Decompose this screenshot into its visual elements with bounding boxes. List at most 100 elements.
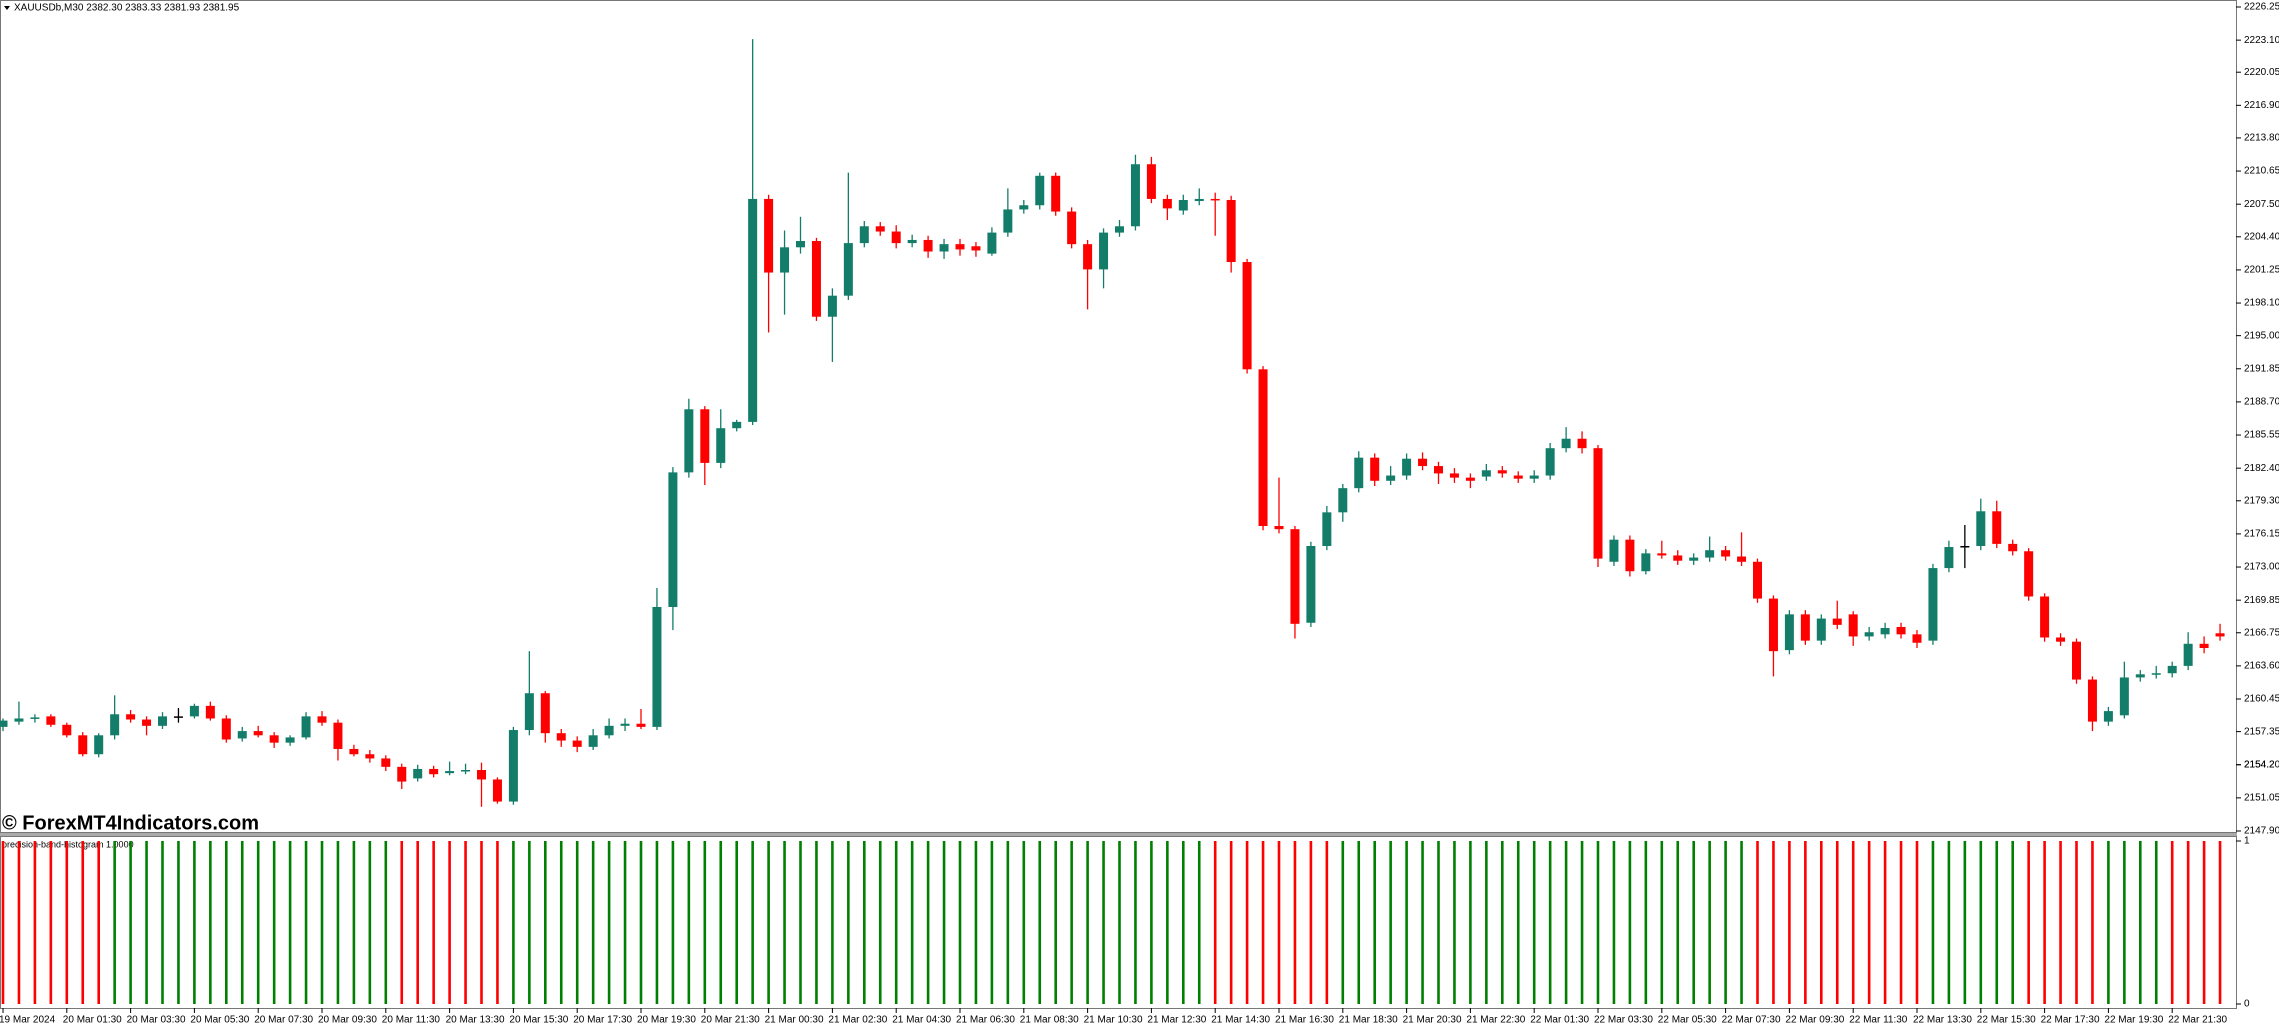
- y-tick-label: 2188.70: [2244, 397, 2279, 408]
- y-tick-label: 2204.40: [2244, 231, 2279, 242]
- y-tick-label: 2151.05: [2244, 793, 2279, 804]
- candle-body: [1162, 198, 1172, 209]
- candle-body: [1497, 470, 1507, 474]
- y-tick-label: 2182.40: [2244, 463, 2279, 474]
- candle-body: [2167, 665, 2177, 674]
- watermark: © ForexMT4Indicators.com: [2, 812, 259, 834]
- y-tick-label: 2191.85: [2244, 363, 2279, 374]
- x-tick-label: 21 Mar 04:30: [892, 1015, 951, 1026]
- price-pane-frame: [0, 0, 2237, 833]
- candle-body: [317, 716, 327, 723]
- candle-body: [269, 735, 279, 743]
- x-tick-label: 22 Mar 17:30: [2041, 1015, 2100, 1026]
- candle-body: [1099, 232, 1109, 270]
- candle-body: [1067, 211, 1077, 245]
- candle-body: [1768, 598, 1778, 652]
- candle-body: [1258, 369, 1268, 527]
- x-tick-label: 22 Mar 07:30: [1722, 1015, 1781, 1026]
- candle-body: [1944, 547, 1954, 569]
- x-tick-label: 20 Mar 17:30: [573, 1015, 632, 1026]
- candle-body: [1800, 614, 1810, 641]
- x-tick-label: 20 Mar 03:30: [127, 1015, 186, 1026]
- candle-body: [2151, 673, 2161, 675]
- candle-body: [492, 779, 502, 802]
- candle-body: [413, 768, 423, 779]
- symbol-menu-arrow[interactable]: [4, 6, 10, 10]
- candle-body: [1737, 556, 1747, 562]
- candle-body: [891, 231, 901, 244]
- candle-body: [2119, 677, 2129, 716]
- candle-body: [1338, 488, 1348, 513]
- candle-body: [1322, 512, 1332, 546]
- x-tick-label: 20 Mar 07:30: [254, 1015, 313, 1026]
- candle-body: [1290, 529, 1300, 624]
- x-tick-label: 20 Mar 09:30: [318, 1015, 377, 1026]
- candle-body: [1178, 199, 1188, 211]
- candle-body: [668, 472, 678, 607]
- x-tick-label: 20 Mar 01:30: [63, 1015, 122, 1026]
- y-tick-label: 0: [2244, 999, 2250, 1010]
- candle-body: [1434, 466, 1443, 474]
- candle-body: [126, 714, 136, 720]
- candle-body: [1449, 473, 1459, 478]
- candle-body: [1561, 438, 1571, 449]
- y-tick-label: 2195.00: [2244, 330, 2279, 341]
- x-tick-label: 19 Mar 2024: [0, 1015, 56, 1026]
- candle-body: [173, 716, 183, 718]
- candle-body: [2135, 674, 2145, 678]
- x-tick-label: 22 Mar 13:30: [1913, 1015, 1972, 1026]
- x-tick-label: 22 Mar 11:30: [1849, 1015, 1908, 1026]
- y-tick-label: 2201.25: [2244, 265, 2279, 276]
- candle-body: [1035, 175, 1045, 206]
- x-tick-label: 21 Mar 22:30: [1466, 1015, 1525, 1026]
- candle-body: [301, 716, 311, 738]
- y-tick-label: 2166.75: [2244, 627, 2279, 638]
- y-tick-label: 2176.15: [2244, 529, 2279, 540]
- candle-body: [1880, 628, 1890, 635]
- y-tick-label: 2160.45: [2244, 694, 2279, 705]
- candle-body: [987, 232, 997, 254]
- candle-body: [748, 198, 758, 422]
- candle-body: [1816, 618, 1826, 641]
- candle-body: [1832, 618, 1842, 625]
- candle-body: [2103, 711, 2113, 722]
- candle-body: [907, 239, 917, 244]
- x-tick-label: 21 Mar 02:30: [828, 1015, 887, 1026]
- candle-body: [508, 730, 518, 802]
- candle-body: [1481, 470, 1491, 477]
- candle-body: [1609, 539, 1619, 562]
- candle-body: [1625, 539, 1635, 572]
- x-tick-label: 22 Mar 01:30: [1530, 1015, 1589, 1026]
- candle-body: [2056, 637, 2066, 642]
- candle-body: [540, 693, 550, 734]
- candle-body: [1657, 553, 1667, 556]
- candle-body: [189, 705, 199, 717]
- candle-body: [349, 748, 359, 755]
- candle-body: [2087, 679, 2097, 722]
- candle-body: [875, 226, 885, 232]
- candle-body: [1864, 632, 1874, 637]
- y-tick-label: 2223.10: [2244, 35, 2279, 46]
- x-tick-label: 20 Mar 13:30: [446, 1015, 505, 1026]
- candle-body: [1529, 475, 1539, 479]
- x-tick-label: 21 Mar 10:30: [1084, 1015, 1143, 1026]
- candle-body: [429, 768, 439, 775]
- x-tick-label: 20 Mar 11:30: [382, 1015, 441, 1026]
- candle-body: [1513, 475, 1523, 479]
- candle-body: [205, 705, 215, 719]
- candle-body: [1912, 634, 1922, 643]
- candle-body: [158, 716, 167, 726]
- candle-body: [1003, 209, 1013, 233]
- candle-body: [1146, 164, 1156, 199]
- candle-body: [1784, 614, 1794, 651]
- candle-body: [397, 766, 407, 782]
- candle-body: [14, 718, 24, 722]
- candle-body: [620, 723, 630, 726]
- candle-body: [572, 740, 582, 747]
- candle-body: [445, 771, 455, 774]
- indicator-pane-frame: [0, 836, 2237, 1009]
- candle-body: [94, 735, 104, 755]
- y-tick-label: 2169.85: [2244, 595, 2279, 606]
- candle-body: [636, 723, 646, 727]
- candle-body: [1689, 557, 1699, 561]
